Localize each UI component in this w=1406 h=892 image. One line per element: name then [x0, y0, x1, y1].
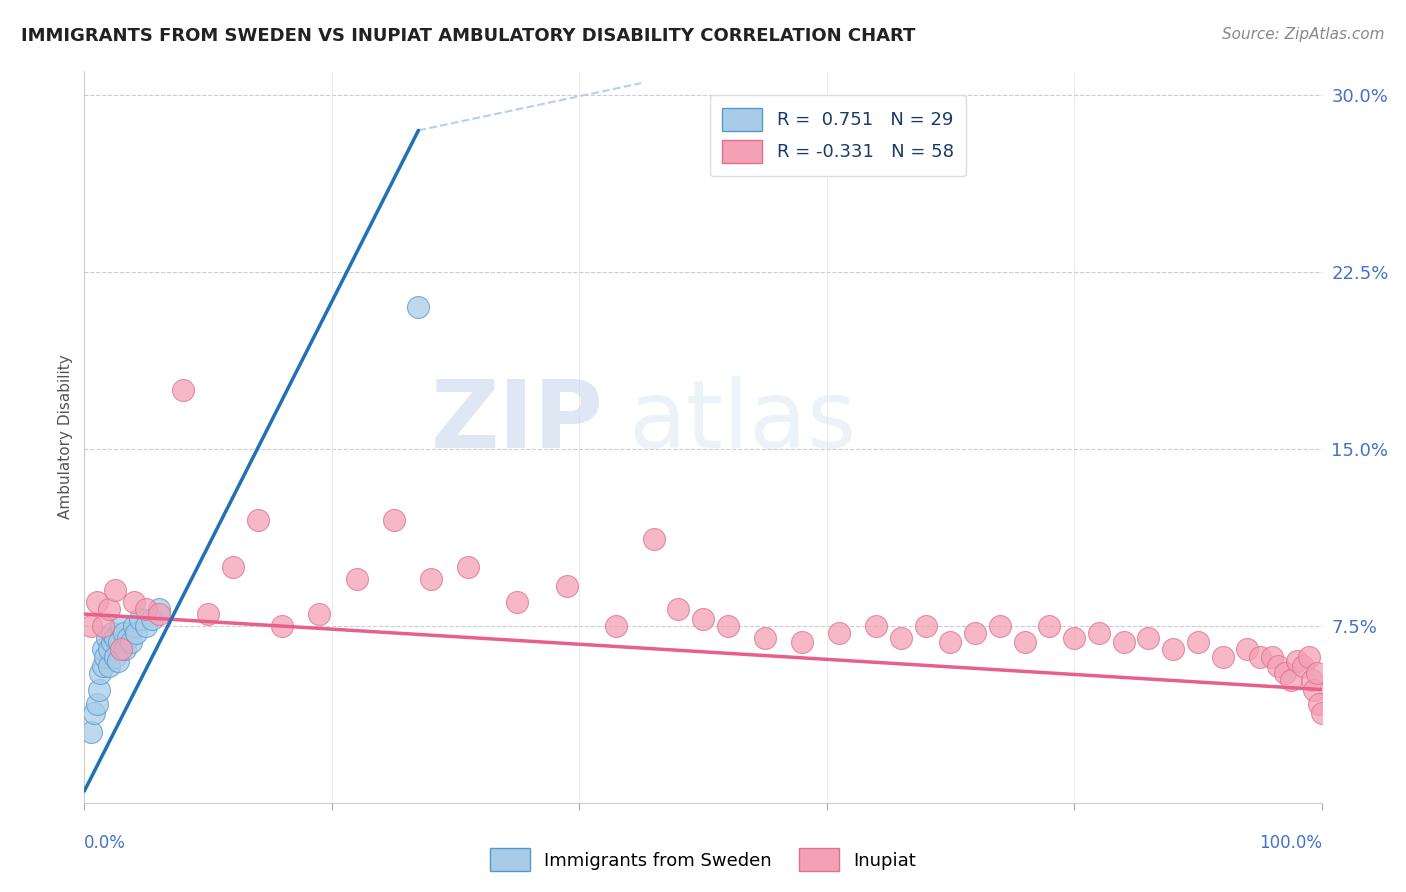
Point [865, 619, 887, 633]
Point [666, 602, 689, 616]
Point [408, 301, 430, 315]
Point [108, 635, 131, 649]
Point [79, 725, 101, 739]
Point [104, 649, 127, 664]
Point [91, 619, 114, 633]
Text: IMMIGRANTS FROM SWEDEN VS INUPIAT AMBULATORY DISABILITY CORRELATION CHART: IMMIGRANTS FROM SWEDEN VS INUPIAT AMBULA… [21, 27, 915, 45]
Legend: Immigrants from Sweden, Inupiat: Immigrants from Sweden, Inupiat [482, 841, 924, 879]
Point [129, 612, 152, 626]
Point [457, 559, 479, 574]
Point [1038, 619, 1060, 633]
Point [790, 635, 813, 649]
Point [1249, 649, 1271, 664]
Point [1161, 642, 1184, 657]
Point [1274, 666, 1296, 681]
Point [112, 626, 135, 640]
Point [1279, 673, 1302, 687]
Point [104, 583, 127, 598]
Point [717, 619, 740, 633]
Point [110, 619, 132, 633]
Point [914, 619, 936, 633]
Point [1285, 654, 1308, 668]
Point [98, 659, 121, 673]
Text: atlas: atlas [628, 376, 858, 468]
Point [91, 642, 114, 657]
Point [419, 572, 441, 586]
Point [98, 602, 121, 616]
Point [96, 631, 118, 645]
Point [555, 579, 578, 593]
Point [246, 513, 269, 527]
Point [120, 635, 142, 649]
Point [382, 513, 405, 527]
Point [1308, 697, 1330, 711]
Point [1187, 635, 1209, 649]
Point [890, 631, 912, 645]
Point [141, 612, 163, 626]
Point [94, 649, 117, 664]
Point [1298, 649, 1320, 664]
Point [89, 682, 111, 697]
Point [197, 607, 219, 621]
Text: 100.0%: 100.0% [1258, 834, 1322, 852]
Text: Source: ZipAtlas.com: Source: ZipAtlas.com [1222, 27, 1385, 42]
Point [1267, 659, 1289, 673]
Point [122, 595, 145, 609]
Point [1303, 682, 1326, 697]
Point [308, 607, 330, 621]
Y-axis label: Ambulatory Disability: Ambulatory Disability [58, 355, 73, 519]
Point [107, 654, 129, 668]
Point [1305, 666, 1327, 681]
Legend: R =  0.751   N = 29, R = -0.331   N = 58: R = 0.751 N = 29, R = -0.331 N = 58 [710, 95, 966, 176]
Point [172, 383, 194, 397]
Point [100, 635, 122, 649]
Text: ZIP: ZIP [432, 376, 605, 468]
Point [271, 619, 294, 633]
Point [965, 626, 987, 640]
Point [754, 631, 776, 645]
Point [110, 642, 132, 657]
Point [148, 602, 170, 616]
Point [125, 626, 148, 640]
Point [605, 619, 627, 633]
Point [1301, 673, 1323, 687]
Point [135, 619, 157, 633]
Point [828, 626, 851, 640]
Point [692, 612, 714, 626]
Point [1014, 635, 1036, 649]
Text: 0.0%: 0.0% [84, 834, 127, 852]
Point [148, 607, 170, 621]
Point [100, 626, 122, 640]
Point [1310, 706, 1333, 720]
Point [939, 635, 962, 649]
Point [1292, 659, 1315, 673]
Point [135, 602, 157, 616]
Point [91, 659, 114, 673]
Point [86, 697, 108, 711]
Point [122, 619, 145, 633]
Point [83, 706, 105, 720]
Point [1137, 631, 1160, 645]
Point [506, 595, 529, 609]
Point [79, 619, 101, 633]
Point [1261, 649, 1284, 664]
Point [222, 559, 245, 574]
Point [988, 619, 1011, 633]
Point [1236, 642, 1258, 657]
Point [1088, 626, 1111, 640]
Point [117, 631, 139, 645]
Point [114, 642, 136, 657]
Point [98, 642, 121, 657]
Point [346, 572, 368, 586]
Point [1063, 631, 1085, 645]
Point [1212, 649, 1234, 664]
Point [89, 666, 111, 681]
Point [643, 532, 665, 546]
Point [86, 595, 108, 609]
Point [1112, 635, 1135, 649]
Point [104, 631, 127, 645]
